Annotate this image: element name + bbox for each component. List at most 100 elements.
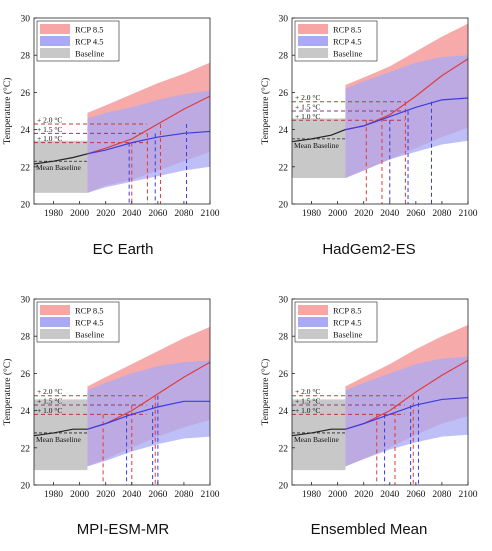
chart-panel-4: + 2.0 °C+ 1.5 °C+ 1.0 °C Mean Baseline 198… (260, 296, 478, 501)
mean-baseline-series-line (291, 129, 346, 143)
x-tick-label: 1980 (302, 209, 321, 219)
y-tick-label: 22 (279, 163, 289, 173)
mean-baseline-series-line (33, 428, 88, 437)
y-axis-label: Temperature (°C) (2, 78, 13, 145)
x-tick-label: 2040 (122, 490, 141, 500)
legend-label: RCP 4.5 (333, 318, 362, 328)
x-tick-label: 2020 (354, 209, 373, 219)
mean-line-rcp45 (87, 400, 210, 430)
x-tick-label: 2100 (201, 209, 220, 219)
y-tick-label: 20 (21, 201, 31, 211)
x-tick-label: 2100 (201, 490, 220, 500)
plot-frame (33, 17, 211, 205)
legend-label: RCP 8.5 (75, 25, 104, 35)
y-tick-label: 20 (279, 482, 289, 492)
y-tick-label: 22 (21, 444, 31, 454)
y-tick-label: 24 (21, 407, 31, 417)
x-tick-label: 2020 (96, 490, 115, 500)
mean-line-rcp85 (87, 95, 211, 155)
y-tick-label: 26 (279, 370, 289, 380)
panel-title-mpi-esm-mr: MPI-ESM-MR (76, 521, 170, 538)
panel-title-ensembled-mean: Ensembled Mean (310, 521, 428, 538)
legend-swatch (40, 305, 70, 315)
legend-swatch (298, 36, 328, 46)
x-tick-label: 2020 (96, 209, 115, 219)
y-tick-label: 30 (21, 296, 31, 306)
panel-title-hadgem2-es: HadGem2-ES (322, 241, 416, 258)
panel-title-ec-earth: EC Earth (92, 241, 154, 258)
x-tick-label: 2060 (406, 209, 425, 219)
x-tick-label: 2080 (174, 490, 193, 500)
y-axis-label: Temperature (°C) (2, 359, 13, 426)
threshold-label: + 1.0 °C (295, 406, 320, 415)
x-tick-label: 2000 (70, 490, 89, 500)
y-tick-label: 30 (21, 15, 31, 25)
legend-swatch (298, 24, 328, 34)
legend-swatch (40, 317, 70, 327)
x-tick-label: 2000 (70, 209, 89, 219)
y-tick-label: 20 (279, 201, 289, 211)
y-tick-label: 30 (279, 296, 289, 306)
threshold-label: + 1.0 °C (37, 134, 62, 143)
band-rcp45 (345, 356, 468, 467)
mean-baseline-series-line (291, 428, 346, 437)
y-axis-label: Temperature (°C) (260, 359, 271, 426)
y-tick-label: 22 (279, 444, 289, 454)
threshold-label: + 1.5 °C (295, 103, 320, 112)
legend-swatch (298, 48, 328, 58)
band-rcp45 (87, 360, 210, 467)
mean-baseline-label: Mean Baseline (294, 141, 339, 150)
x-tick-label: 2000 (328, 209, 347, 219)
legend-swatch (40, 36, 70, 46)
x-tick-label: 2080 (432, 209, 451, 219)
band-rcp45 (345, 55, 468, 178)
threshold-label: + 2.0 °C (295, 93, 320, 102)
y-tick-label: 24 (21, 126, 31, 136)
legend-label: Baseline (75, 49, 104, 59)
x-tick-label: 2000 (328, 490, 347, 500)
plot-frame (291, 298, 469, 486)
plot-frame (291, 17, 469, 205)
y-axis-label: Temperature (°C) (260, 78, 271, 145)
y-tick-label: 22 (21, 163, 31, 173)
legend-swatch (298, 317, 328, 327)
mean-baseline-label: Mean Baseline (36, 163, 81, 172)
y-tick-label: 26 (21, 370, 31, 380)
legend-swatch (298, 305, 328, 315)
mean-line-rcp45 (87, 130, 211, 155)
x-tick-label: 1980 (302, 490, 321, 500)
y-tick-label: 24 (279, 126, 289, 136)
legend-label: Baseline (333, 330, 362, 340)
mean-line-rcp45 (345, 97, 469, 131)
threshold-label: + 1.5 °C (37, 397, 62, 406)
chart-panel-1: + 2.0 °C+ 1.5 °C+ 1.0 °C Mean Baseline 198… (2, 15, 220, 220)
y-tick-label: 26 (279, 89, 289, 99)
plot-frame (33, 298, 211, 486)
x-tick-label: 2020 (354, 490, 373, 500)
legend-label: RCP 4.5 (75, 37, 104, 47)
legend-label: RCP 8.5 (333, 306, 362, 316)
mean-baseline-label: Mean Baseline (36, 435, 81, 444)
y-tick-label: 28 (21, 52, 31, 62)
mean-baseline-label: Mean Baseline (294, 435, 339, 444)
legend-label: RCP 4.5 (333, 37, 362, 47)
y-tick-label: 28 (279, 52, 289, 62)
legend-swatch (298, 329, 328, 339)
x-tick-label: 2040 (380, 209, 399, 219)
baseline-band (292, 118, 346, 178)
x-tick-label: 1980 (44, 490, 63, 500)
mean-line-rcp45 (345, 396, 469, 430)
legend-label: RCP 4.5 (75, 318, 104, 328)
threshold-label: + 2.0 °C (37, 116, 62, 125)
x-tick-label: 2060 (148, 209, 167, 219)
chart-panel-3: + 2.0 °C+ 1.5 °C+ 1.0 °C Mean Baseline 198… (2, 296, 220, 501)
x-tick-label: 2100 (459, 490, 478, 500)
threshold-label: + 1.5 °C (295, 397, 320, 406)
threshold-label: + 1.5 °C (37, 125, 62, 134)
y-tick-label: 28 (279, 333, 289, 343)
legend-swatch (40, 24, 70, 34)
x-tick-label: 2040 (380, 490, 399, 500)
y-tick-label: 28 (21, 333, 31, 343)
y-tick-label: 26 (21, 89, 31, 99)
